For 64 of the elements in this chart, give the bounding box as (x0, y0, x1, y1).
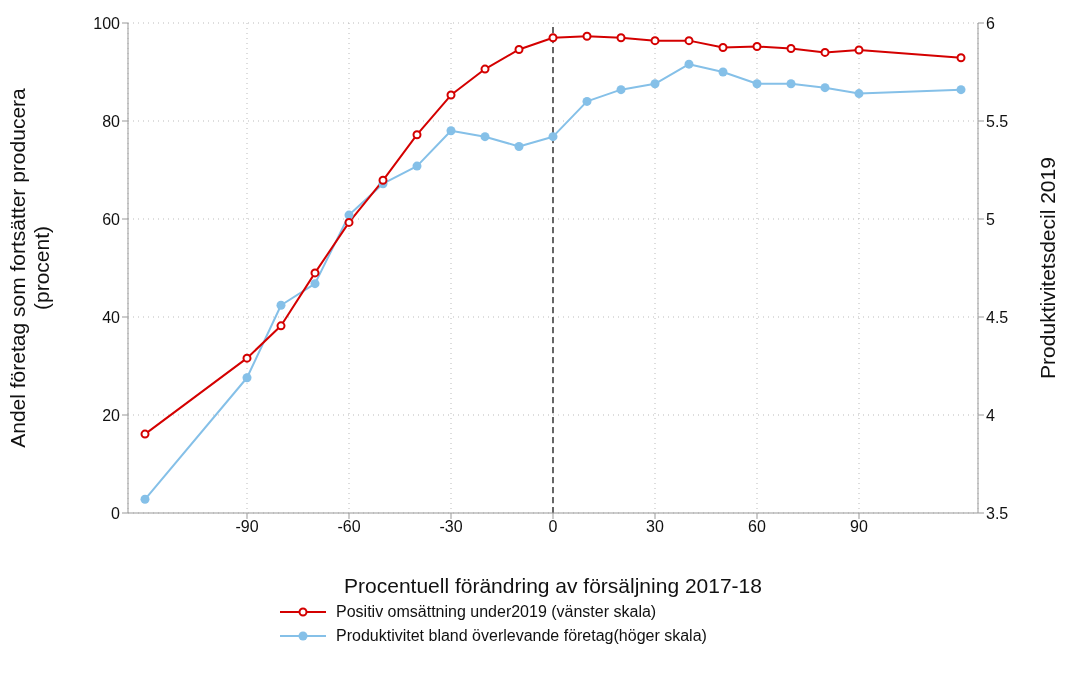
point (684, 59, 694, 69)
point (820, 83, 830, 93)
point (956, 85, 966, 95)
x-tick-label: 60 (748, 518, 766, 536)
point (140, 494, 150, 504)
x-tick-label: 90 (850, 518, 868, 536)
point (378, 175, 388, 185)
x-tick-label: -90 (235, 518, 259, 536)
y-tick-label: 80 (102, 112, 121, 130)
point (480, 64, 490, 74)
y2-tick-label: 4 (986, 406, 995, 424)
y2-tick-label: 6 (986, 14, 995, 32)
y-tick-label: 0 (111, 504, 121, 522)
point (310, 268, 320, 278)
point (446, 90, 456, 100)
point (752, 42, 762, 52)
point (310, 279, 320, 289)
y-tick-label: 20 (102, 406, 121, 424)
point (718, 43, 728, 52)
y2-tick-label: 5 (986, 210, 995, 228)
point (242, 353, 252, 363)
point (718, 67, 728, 77)
y-tick-label: 60 (102, 210, 121, 228)
point (582, 31, 592, 41)
point (446, 126, 456, 136)
point (412, 130, 422, 140)
point (548, 132, 558, 142)
point (820, 47, 830, 57)
point (854, 45, 864, 55)
x-tick-label: 30 (646, 518, 664, 536)
x-tick-label: 0 (548, 518, 558, 536)
point (616, 33, 626, 43)
y2-tick-label: 3.5 (986, 504, 1009, 522)
point (582, 96, 592, 106)
point (276, 300, 286, 310)
legend-label: Produktivitet bland överlevande företag(höger skala) (336, 627, 707, 645)
point (514, 141, 524, 151)
x-tick-label: -60 (337, 518, 361, 536)
point (956, 53, 966, 63)
y2-tick-label: 5.5 (986, 112, 1009, 130)
legend-label: Positiv omsättning under2019 (vänster skala) (336, 603, 657, 621)
y-tick-label: 40 (102, 308, 121, 326)
point (786, 79, 796, 89)
point (412, 161, 422, 171)
point (276, 321, 286, 331)
point (684, 36, 694, 46)
y2-axis-title: Produktivitetsdecil 2019 (1036, 157, 1060, 379)
point (242, 373, 252, 383)
y-tick-label: 100 (93, 14, 121, 32)
point (752, 79, 762, 89)
point (650, 79, 660, 89)
point (514, 44, 524, 54)
y-axis-title: Andel företag som fortsätter producera (procent) (6, 87, 53, 448)
point (344, 217, 354, 227)
y2-tick-label: 4.5 (986, 308, 1009, 326)
x-axis-title: Procentuell förändring av försäljning 2017-18 (344, 574, 762, 597)
point (786, 43, 796, 53)
point (480, 132, 490, 142)
point (140, 429, 150, 439)
point (650, 36, 660, 46)
x-tick-label: -30 (439, 518, 463, 536)
point (548, 33, 558, 43)
point (616, 85, 626, 95)
point (854, 89, 864, 99)
